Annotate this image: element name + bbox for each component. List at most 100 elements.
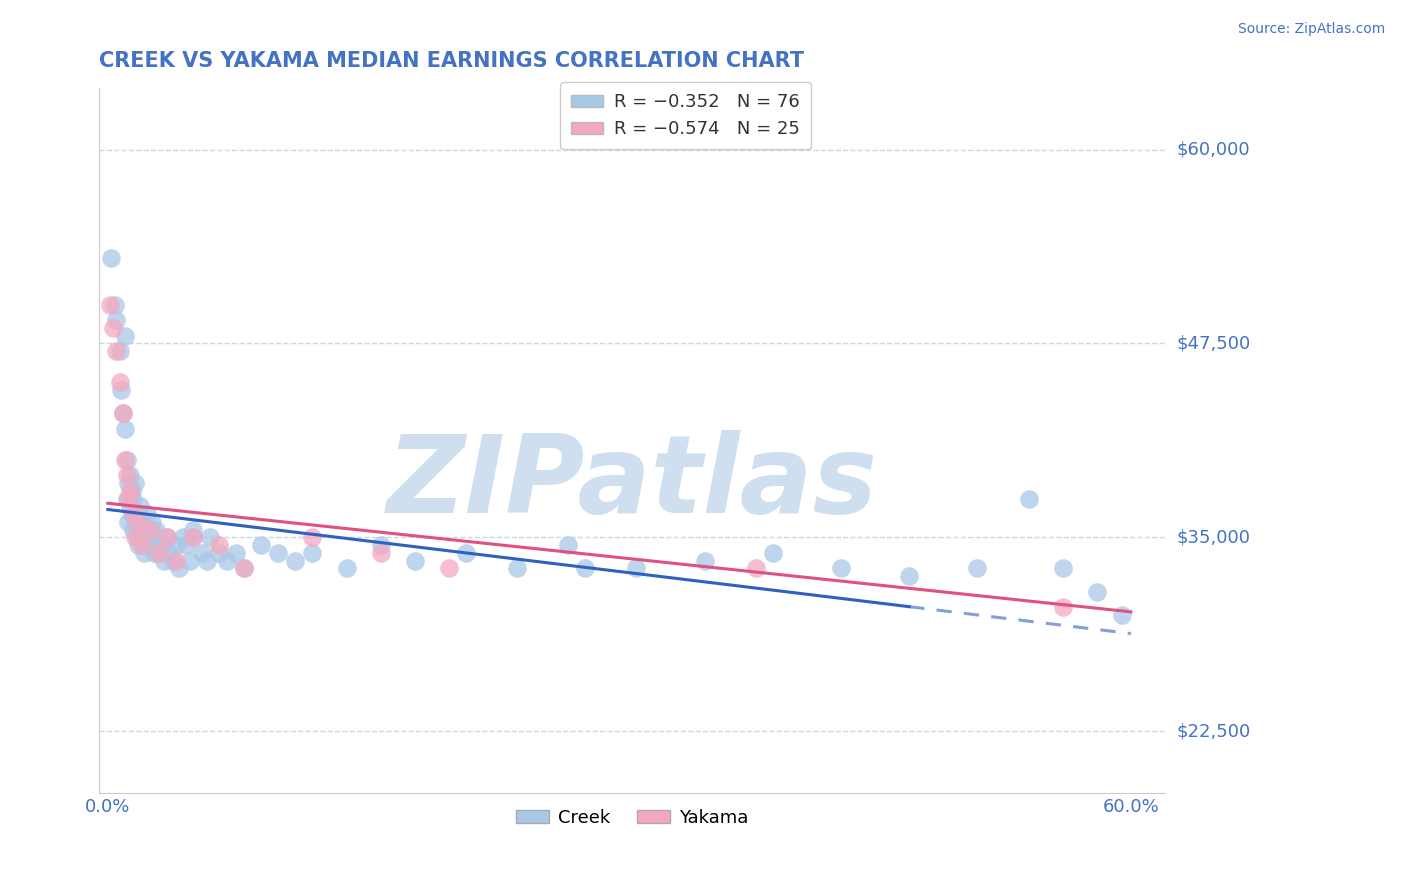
- Point: [122, 523, 145, 537]
- Point: [150, 538, 173, 552]
- Point: [148, 530, 170, 544]
- Point: [454, 546, 477, 560]
- Point: [114, 328, 136, 343]
- Point: [157, 546, 180, 560]
- Point: [172, 530, 194, 544]
- Point: [118, 468, 141, 483]
- Point: [370, 538, 392, 552]
- Point: [134, 530, 156, 544]
- Point: [100, 251, 122, 265]
- Point: [233, 561, 256, 575]
- Point: [626, 561, 648, 575]
- Point: [125, 530, 148, 544]
- Point: [115, 468, 138, 483]
- Point: [745, 561, 768, 575]
- Point: [574, 561, 596, 575]
- Point: [1052, 561, 1074, 575]
- Point: [1111, 607, 1133, 622]
- Point: [112, 406, 135, 420]
- Point: [114, 422, 136, 436]
- Text: $22,500: $22,500: [1177, 723, 1250, 740]
- Point: [122, 491, 145, 506]
- Point: [142, 546, 165, 560]
- Text: CREEK VS YAKAMA MEDIAN EARNINGS CORRELATION CHART: CREEK VS YAKAMA MEDIAN EARNINGS CORRELAT…: [100, 51, 804, 70]
- Point: [162, 554, 184, 568]
- Point: [301, 530, 323, 544]
- Text: $47,500: $47,500: [1177, 334, 1250, 352]
- Point: [190, 546, 212, 560]
- Point: [1085, 584, 1108, 599]
- Point: [153, 554, 176, 568]
- Point: [169, 561, 191, 575]
- Text: Source: ZipAtlas.com: Source: ZipAtlas.com: [1237, 22, 1385, 37]
- Point: [179, 554, 201, 568]
- Point: [98, 298, 121, 312]
- Point: [145, 523, 167, 537]
- Point: [898, 569, 921, 583]
- Point: [118, 500, 141, 514]
- Point: [148, 546, 170, 560]
- Point: [131, 515, 153, 529]
- Point: [181, 530, 204, 544]
- Point: [141, 515, 163, 529]
- Point: [117, 515, 139, 529]
- Point: [762, 546, 785, 560]
- Point: [198, 530, 221, 544]
- Point: [966, 561, 988, 575]
- Point: [267, 546, 290, 560]
- Point: [117, 476, 139, 491]
- Point: [108, 344, 131, 359]
- Point: [122, 507, 145, 521]
- Point: [156, 530, 179, 544]
- Point: [108, 376, 131, 390]
- Point: [156, 530, 179, 544]
- Point: [165, 554, 187, 568]
- Point: [115, 491, 138, 506]
- Point: [557, 538, 579, 552]
- Point: [124, 515, 146, 529]
- Point: [506, 561, 529, 575]
- Point: [208, 538, 231, 552]
- Point: [301, 546, 323, 560]
- Point: [195, 554, 218, 568]
- Point: [181, 530, 204, 544]
- Point: [115, 452, 138, 467]
- Point: [139, 530, 162, 544]
- Point: [250, 538, 273, 552]
- Point: [208, 546, 231, 560]
- Point: [437, 561, 460, 575]
- Point: [139, 523, 162, 537]
- Point: [284, 554, 307, 568]
- Point: [127, 507, 149, 521]
- Point: [121, 483, 143, 498]
- Point: [1018, 491, 1040, 506]
- Point: [132, 546, 155, 560]
- Point: [131, 523, 153, 537]
- Point: [110, 383, 132, 397]
- Text: $60,000: $60,000: [1177, 141, 1250, 159]
- Point: [129, 500, 152, 514]
- Point: [112, 406, 135, 420]
- Point: [138, 538, 160, 552]
- Point: [127, 538, 149, 552]
- Point: [118, 483, 141, 498]
- Point: [335, 561, 357, 575]
- Point: [105, 344, 128, 359]
- Point: [146, 546, 169, 560]
- Point: [104, 298, 127, 312]
- Point: [131, 538, 153, 552]
- Point: [830, 561, 852, 575]
- Point: [127, 515, 149, 529]
- Point: [101, 321, 124, 335]
- Point: [370, 546, 392, 560]
- Point: [174, 538, 197, 552]
- Point: [105, 313, 128, 327]
- Point: [225, 546, 247, 560]
- Point: [124, 530, 146, 544]
- Text: ZIPatlas: ZIPatlas: [387, 430, 877, 536]
- Point: [217, 554, 239, 568]
- Point: [114, 452, 136, 467]
- Point: [121, 507, 143, 521]
- Point: [124, 476, 146, 491]
- Point: [136, 507, 159, 521]
